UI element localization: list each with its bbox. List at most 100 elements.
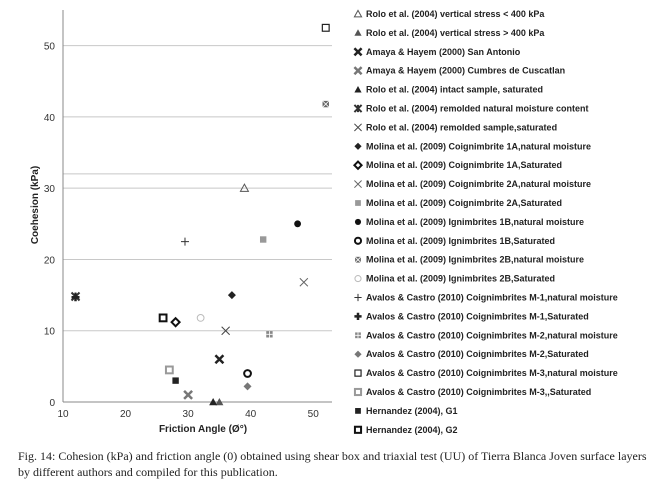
- legend-item: Avalos & Castro (2010) Coignimbrites M-3…: [353, 387, 591, 397]
- y-tick-label: 10: [44, 327, 56, 338]
- legend-marker: [353, 104, 363, 113]
- legend-item: Rolo et al. (2004) remolded natural mois…: [353, 104, 589, 114]
- data-point: [196, 313, 205, 322]
- legend-label: Avalos & Castro (2010) Coignimbrites M-2…: [366, 349, 589, 359]
- legend-marker: [353, 47, 363, 57]
- legend-label: Molina et al. (2009) Coignimbrite 2A,nat…: [366, 179, 591, 189]
- legend-item: Molina et al. (2009) Coignimbrite 2A,Sat…: [355, 198, 562, 208]
- y-tick-label: 30: [44, 184, 56, 195]
- legend-label: Molina et al. (2009) Ignimbrites 1B,natu…: [366, 217, 584, 227]
- legend-item: Molina et al. (2009) Ignimbrites 1B,natu…: [354, 217, 584, 227]
- data-point: [227, 291, 236, 300]
- legend-label: Molina et al. (2009) Coignimbrite 1A,Sat…: [366, 160, 562, 170]
- legend-item: Rolo et al. (2004) vertical stress > 400…: [354, 28, 545, 38]
- data-point: [321, 23, 330, 32]
- x-tick-label: 30: [183, 409, 195, 420]
- legend-item: Molina et al. (2009) Ignimbrites 2B,Satu…: [354, 274, 555, 284]
- legend-item: Avalos & Castro (2010) Coignimbrites M-3…: [354, 368, 618, 378]
- y-tick-label: 50: [44, 42, 56, 53]
- legend-item: Molina et al. (2009) Ignimbrites 1B,Satu…: [353, 236, 555, 246]
- data-point: [259, 236, 267, 243]
- x-tick-label: 40: [245, 409, 257, 420]
- data-point: [180, 237, 189, 246]
- data-point: [239, 183, 250, 192]
- legend-item: Avalos & Castro (2010) Coignimbrites M-1…: [354, 293, 618, 303]
- legend-label: Hernandez (2004), G2: [366, 425, 458, 435]
- legend-label: Molina et al. (2009) Ignimbrites 1B,Satu…: [366, 236, 555, 246]
- legend-item: Avalos & Castro (2010) Coignimbrites M-2…: [355, 330, 618, 340]
- legend-label: Molina et al. (2009) Coignimbrite 1A,nat…: [366, 141, 591, 151]
- legend-item: Amaya & Hayem (2000) San Antonio: [353, 47, 521, 57]
- x-tick-label: 10: [57, 409, 69, 420]
- data-point: [221, 326, 231, 336]
- legend-label: Molina et al. (2009) Ignimbrites 2B,Satu…: [366, 274, 555, 284]
- axes: [62, 10, 332, 403]
- data-points: [70, 23, 330, 406]
- legend-item: Hernandez (2004), G2: [353, 425, 458, 435]
- legend-marker: [353, 236, 363, 245]
- x-tick-label: 50: [308, 409, 320, 420]
- data-point: [299, 277, 309, 287]
- legend-marker: [355, 200, 361, 206]
- legend-marker: [352, 160, 364, 171]
- data-point: [215, 398, 224, 406]
- legend-marker: [354, 29, 362, 36]
- legend-marker: [355, 332, 361, 339]
- data-point: [209, 398, 218, 406]
- legend-marker: [354, 312, 362, 320]
- legend-marker: [354, 256, 362, 263]
- data-point: [172, 377, 179, 384]
- legend-label: Rolo et al. (2004) vertical stress > 400…: [366, 28, 545, 38]
- figure-caption: Fig. 14: Cohesion (kPa) and friction ang…: [18, 449, 647, 479]
- data-point: [322, 100, 330, 108]
- y-tick-label: 0: [49, 398, 55, 409]
- legend-label: Avalos & Castro (2010) Coignimbrites M-1…: [366, 311, 589, 321]
- legend-label: Molina et al. (2009) Coignimbrite 2A,Sat…: [366, 198, 562, 208]
- legend-marker: [353, 425, 363, 434]
- legend-label: Avalos & Castro (2010) Coignimbrites M-3…: [366, 368, 618, 378]
- legend-label: Amaya & Hayem (2000) San Antonio: [366, 47, 521, 57]
- data-point: [71, 293, 80, 302]
- x-axis-title: Friction Angle (Ø°): [159, 424, 247, 435]
- y-tick-label: 20: [44, 255, 56, 266]
- legend-label: Avalos & Castro (2010) Coignimbrites M-3…: [366, 387, 591, 397]
- legend-marker: [354, 123, 362, 132]
- legend-item: Rolo et al. (2004) intact sample, satura…: [354, 85, 543, 95]
- legend-label: Hernandez (2004), G1: [366, 406, 458, 416]
- legend-label: Molina et al. (2009) Ignimbrites 2B,natu…: [366, 255, 584, 265]
- legend-marker: [354, 293, 362, 302]
- legend-item: Amaya & Hayem (2000) Cumbres de Cuscatla…: [353, 66, 565, 76]
- legend-item: Hernandez (2004), G1: [355, 406, 458, 416]
- legend-marker: [354, 275, 362, 283]
- legend-marker: [353, 9, 363, 18]
- legend-item: Molina et al. (2009) Coignimbrite 1A,nat…: [354, 141, 591, 151]
- data-point: [243, 382, 252, 391]
- legend-marker: [354, 369, 362, 377]
- y-tick-label: 40: [44, 113, 56, 124]
- data-point: [214, 354, 225, 365]
- x-tick-label: 20: [120, 409, 132, 420]
- legend-item: Avalos & Castro (2010) Coignimbrites M-1…: [354, 311, 589, 321]
- legend-item: Molina et al. (2009) Coignimbrite 2A,nat…: [354, 179, 591, 189]
- legend-label: Avalos & Castro (2010) Coignimbrites M-2…: [366, 330, 618, 340]
- legend-item: Molina et al. (2009) Ignimbrites 2B,natu…: [354, 255, 584, 265]
- data-point: [294, 220, 301, 228]
- legend-marker: [353, 66, 363, 76]
- data-point: [170, 316, 182, 328]
- grid-lines: [63, 45, 332, 332]
- y-axis-title: Coehesion (kPa): [30, 166, 41, 244]
- legend-marker: [354, 218, 362, 225]
- legend-item: Rolo et al. (2004) vertical stress < 400…: [353, 9, 545, 19]
- data-point: [183, 389, 193, 400]
- legend-label: Rolo et al. (2004) vertical stress < 400…: [366, 9, 545, 19]
- legend-marker: [354, 142, 362, 150]
- data-point: [164, 365, 174, 375]
- legend-label: Avalos & Castro (2010) Coignimbrites M-1…: [366, 293, 618, 303]
- data-point: [266, 331, 273, 338]
- legend-label: Amaya & Hayem (2000) Cumbres de Cuscatla…: [366, 66, 565, 76]
- legend-item: Molina et al. (2009) Coignimbrite 1A,Sat…: [352, 160, 562, 171]
- legend-label: Rolo et al. (2004) intact sample, satura…: [366, 85, 543, 95]
- legend-marker: [354, 350, 362, 358]
